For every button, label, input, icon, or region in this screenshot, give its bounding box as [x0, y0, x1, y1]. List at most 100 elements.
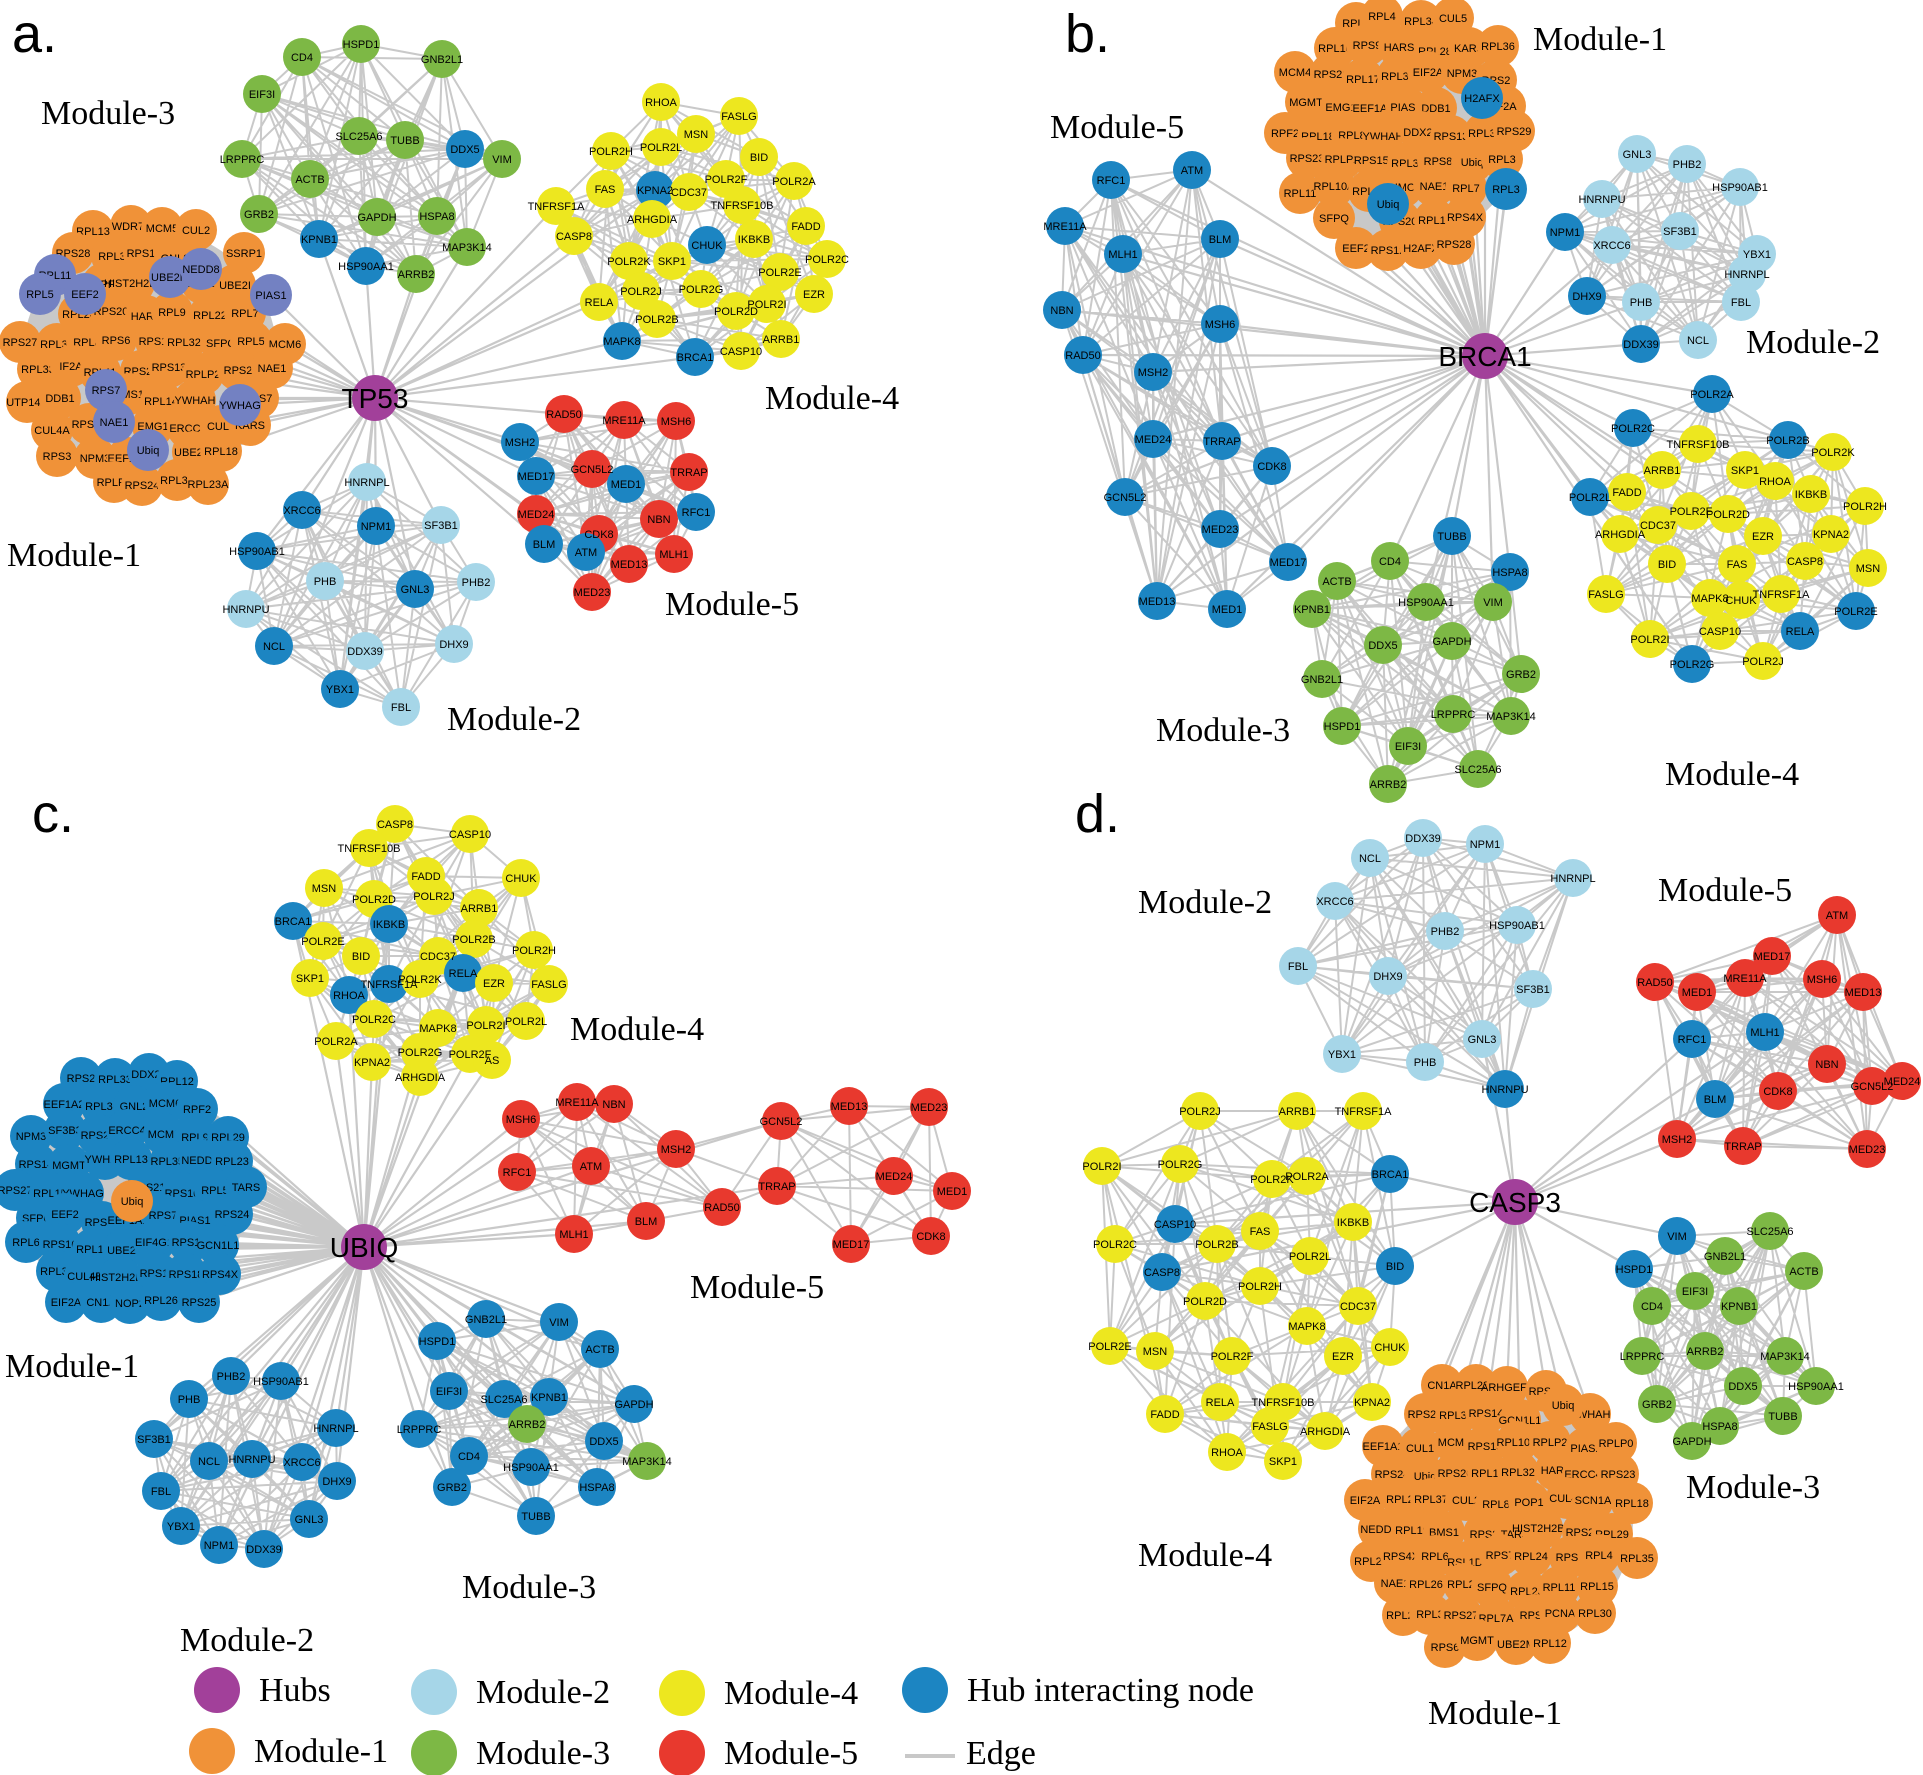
svg-text:RPS4X: RPS4X	[1447, 212, 1484, 224]
svg-text:NOP2: NOP2	[115, 1298, 145, 1310]
svg-text:MED17: MED17	[1270, 557, 1307, 569]
svg-text:POLR2B: POLR2B	[452, 934, 495, 946]
svg-text:RPL17: RPL17	[1346, 74, 1380, 86]
svg-text:CD4: CD4	[458, 1451, 480, 1463]
svg-text:Ubiq: Ubiq	[137, 445, 160, 457]
svg-text:PHB2: PHB2	[462, 577, 491, 589]
svg-text:KPNB1: KPNB1	[301, 234, 337, 246]
svg-text:NPM1: NPM1	[1550, 227, 1581, 239]
svg-text:MED23: MED23	[574, 587, 611, 599]
svg-text:RELA: RELA	[1206, 1397, 1235, 1409]
svg-text:MLH1: MLH1	[659, 549, 688, 561]
svg-text:RFC1: RFC1	[682, 507, 711, 519]
svg-text:BID: BID	[352, 951, 370, 963]
svg-text:DHX9: DHX9	[322, 1476, 351, 1488]
svg-text:NAE1: NAE1	[258, 363, 287, 375]
svg-text:CUL1: CUL1	[207, 421, 235, 433]
svg-text:SF3B1: SF3B1	[424, 520, 458, 532]
svg-text:Module-4: Module-4	[724, 1675, 858, 1712]
svg-text:EMG1: EMG1	[1325, 102, 1356, 114]
svg-text:RPS13: RPS13	[1434, 131, 1469, 143]
svg-text:Module-3: Module-3	[41, 95, 175, 132]
svg-text:ATM: ATM	[580, 1161, 602, 1173]
svg-text:EZR: EZR	[1332, 1351, 1354, 1363]
svg-text:DDB1: DDB1	[1421, 103, 1450, 115]
svg-text:Module-4: Module-4	[1665, 756, 1799, 793]
svg-text:HSPD1: HSPD1	[419, 1336, 456, 1348]
svg-text:POLR2L: POLR2L	[505, 1016, 547, 1028]
svg-text:NAE1: NAE1	[1420, 181, 1449, 193]
svg-text:POLR2K: POLR2K	[607, 256, 651, 268]
svg-text:ATM: ATM	[575, 547, 597, 559]
svg-text:RPL15: RPL15	[1418, 215, 1452, 227]
svg-text:HNRNPU: HNRNPU	[1481, 1084, 1528, 1096]
svg-text:BLM: BLM	[1704, 1094, 1727, 1106]
svg-text:RPL10A: RPL10A	[1497, 1437, 1539, 1449]
svg-text:SF3B1: SF3B1	[1663, 226, 1697, 238]
svg-text:POLR2I: POLR2I	[747, 299, 786, 311]
svg-text:Module-5: Module-5	[1050, 109, 1184, 146]
svg-text:TP53: TP53	[342, 383, 409, 414]
svg-text:POLR2A: POLR2A	[1690, 389, 1734, 401]
svg-text:ARRB2: ARRB2	[1687, 1346, 1724, 1358]
svg-text:PHB: PHB	[1414, 1057, 1437, 1069]
svg-text:BRCA1: BRCA1	[275, 916, 312, 928]
svg-text:RPL18: RPL18	[1615, 1498, 1649, 1510]
svg-text:MSH2: MSH2	[1138, 367, 1169, 379]
svg-text:KPNB1: KPNB1	[1721, 1301, 1757, 1313]
svg-text:POLR2A: POLR2A	[1285, 1171, 1329, 1183]
svg-text:EZR: EZR	[1752, 531, 1774, 543]
svg-text:KPNB1: KPNB1	[1294, 604, 1330, 616]
svg-text:ARRB2: ARRB2	[398, 269, 435, 281]
svg-text:XRCC6: XRCC6	[1316, 896, 1353, 908]
svg-text:GCN5L2: GCN5L2	[760, 1116, 803, 1128]
svg-text:Module-5: Module-5	[724, 1735, 858, 1772]
svg-text:NBN: NBN	[602, 1099, 625, 1111]
svg-text:MAPK8: MAPK8	[1691, 593, 1728, 605]
svg-text:DDX5: DDX5	[1368, 640, 1397, 652]
svg-text:ARRB1: ARRB1	[1644, 465, 1681, 477]
svg-text:H2AFX: H2AFX	[1464, 93, 1500, 105]
svg-text:FBL: FBL	[391, 702, 411, 714]
svg-text:RHOA: RHOA	[333, 990, 365, 1002]
svg-text:TNFRSF10B: TNFRSF10B	[1252, 1397, 1315, 1409]
svg-text:CASP3: CASP3	[1469, 1187, 1561, 1218]
svg-text:HIST2H2BE: HIST2H2BE	[104, 278, 164, 290]
svg-text:RPL34: RPL34	[1404, 16, 1438, 28]
svg-text:Hubs: Hubs	[259, 1672, 331, 1709]
svg-text:RPF2: RPF2	[1271, 128, 1299, 140]
svg-text:Module-4: Module-4	[570, 1011, 704, 1048]
svg-text:BID: BID	[1386, 1261, 1404, 1273]
svg-text:MSH6: MSH6	[661, 416, 692, 428]
svg-text:MLH1: MLH1	[1750, 1027, 1779, 1039]
svg-text:RPS28: RPS28	[1437, 239, 1472, 251]
svg-text:NEDD8: NEDD8	[182, 264, 219, 276]
svg-text:ACTB: ACTB	[1322, 576, 1351, 588]
svg-text:RPS2: RPS2	[224, 365, 253, 377]
svg-text:RPL3: RPL3	[1492, 184, 1520, 196]
svg-text:MED13: MED13	[1139, 596, 1176, 608]
svg-text:Module-2: Module-2	[476, 1674, 610, 1711]
svg-text:UBE2I: UBE2I	[107, 1245, 139, 1257]
svg-text:Module-3: Module-3	[1156, 712, 1290, 749]
svg-text:BLM: BLM	[635, 1216, 658, 1228]
svg-text:SF3B1: SF3B1	[137, 1434, 171, 1446]
svg-text:CUL5: CUL5	[1439, 13, 1467, 25]
svg-text:HSPA8: HSPA8	[1492, 567, 1527, 579]
svg-text:POLR2H: POLR2H	[512, 945, 556, 957]
svg-text:CHUK: CHUK	[505, 873, 537, 885]
svg-text:GRB2: GRB2	[244, 209, 274, 221]
svg-text:DDX5: DDX5	[589, 1436, 618, 1448]
svg-text:MGMT: MGMT	[52, 1160, 86, 1172]
svg-text:CASP10: CASP10	[1699, 626, 1741, 638]
svg-text:RPL7: RPL7	[231, 308, 259, 320]
svg-text:FAS: FAS	[1250, 1226, 1271, 1238]
svg-text:POLR2E: POLR2E	[301, 936, 344, 948]
svg-text:UBE2M: UBE2M	[1497, 1639, 1535, 1651]
svg-text:RPL35: RPL35	[160, 475, 194, 487]
svg-text:RPL33: RPL33	[1381, 71, 1415, 83]
svg-text:TRRAP: TRRAP	[670, 467, 707, 479]
svg-text:MRE11A: MRE11A	[602, 415, 646, 427]
svg-text:RPS7: RPS7	[149, 1210, 178, 1222]
svg-text:RPL6: RPL6	[1421, 1551, 1449, 1563]
